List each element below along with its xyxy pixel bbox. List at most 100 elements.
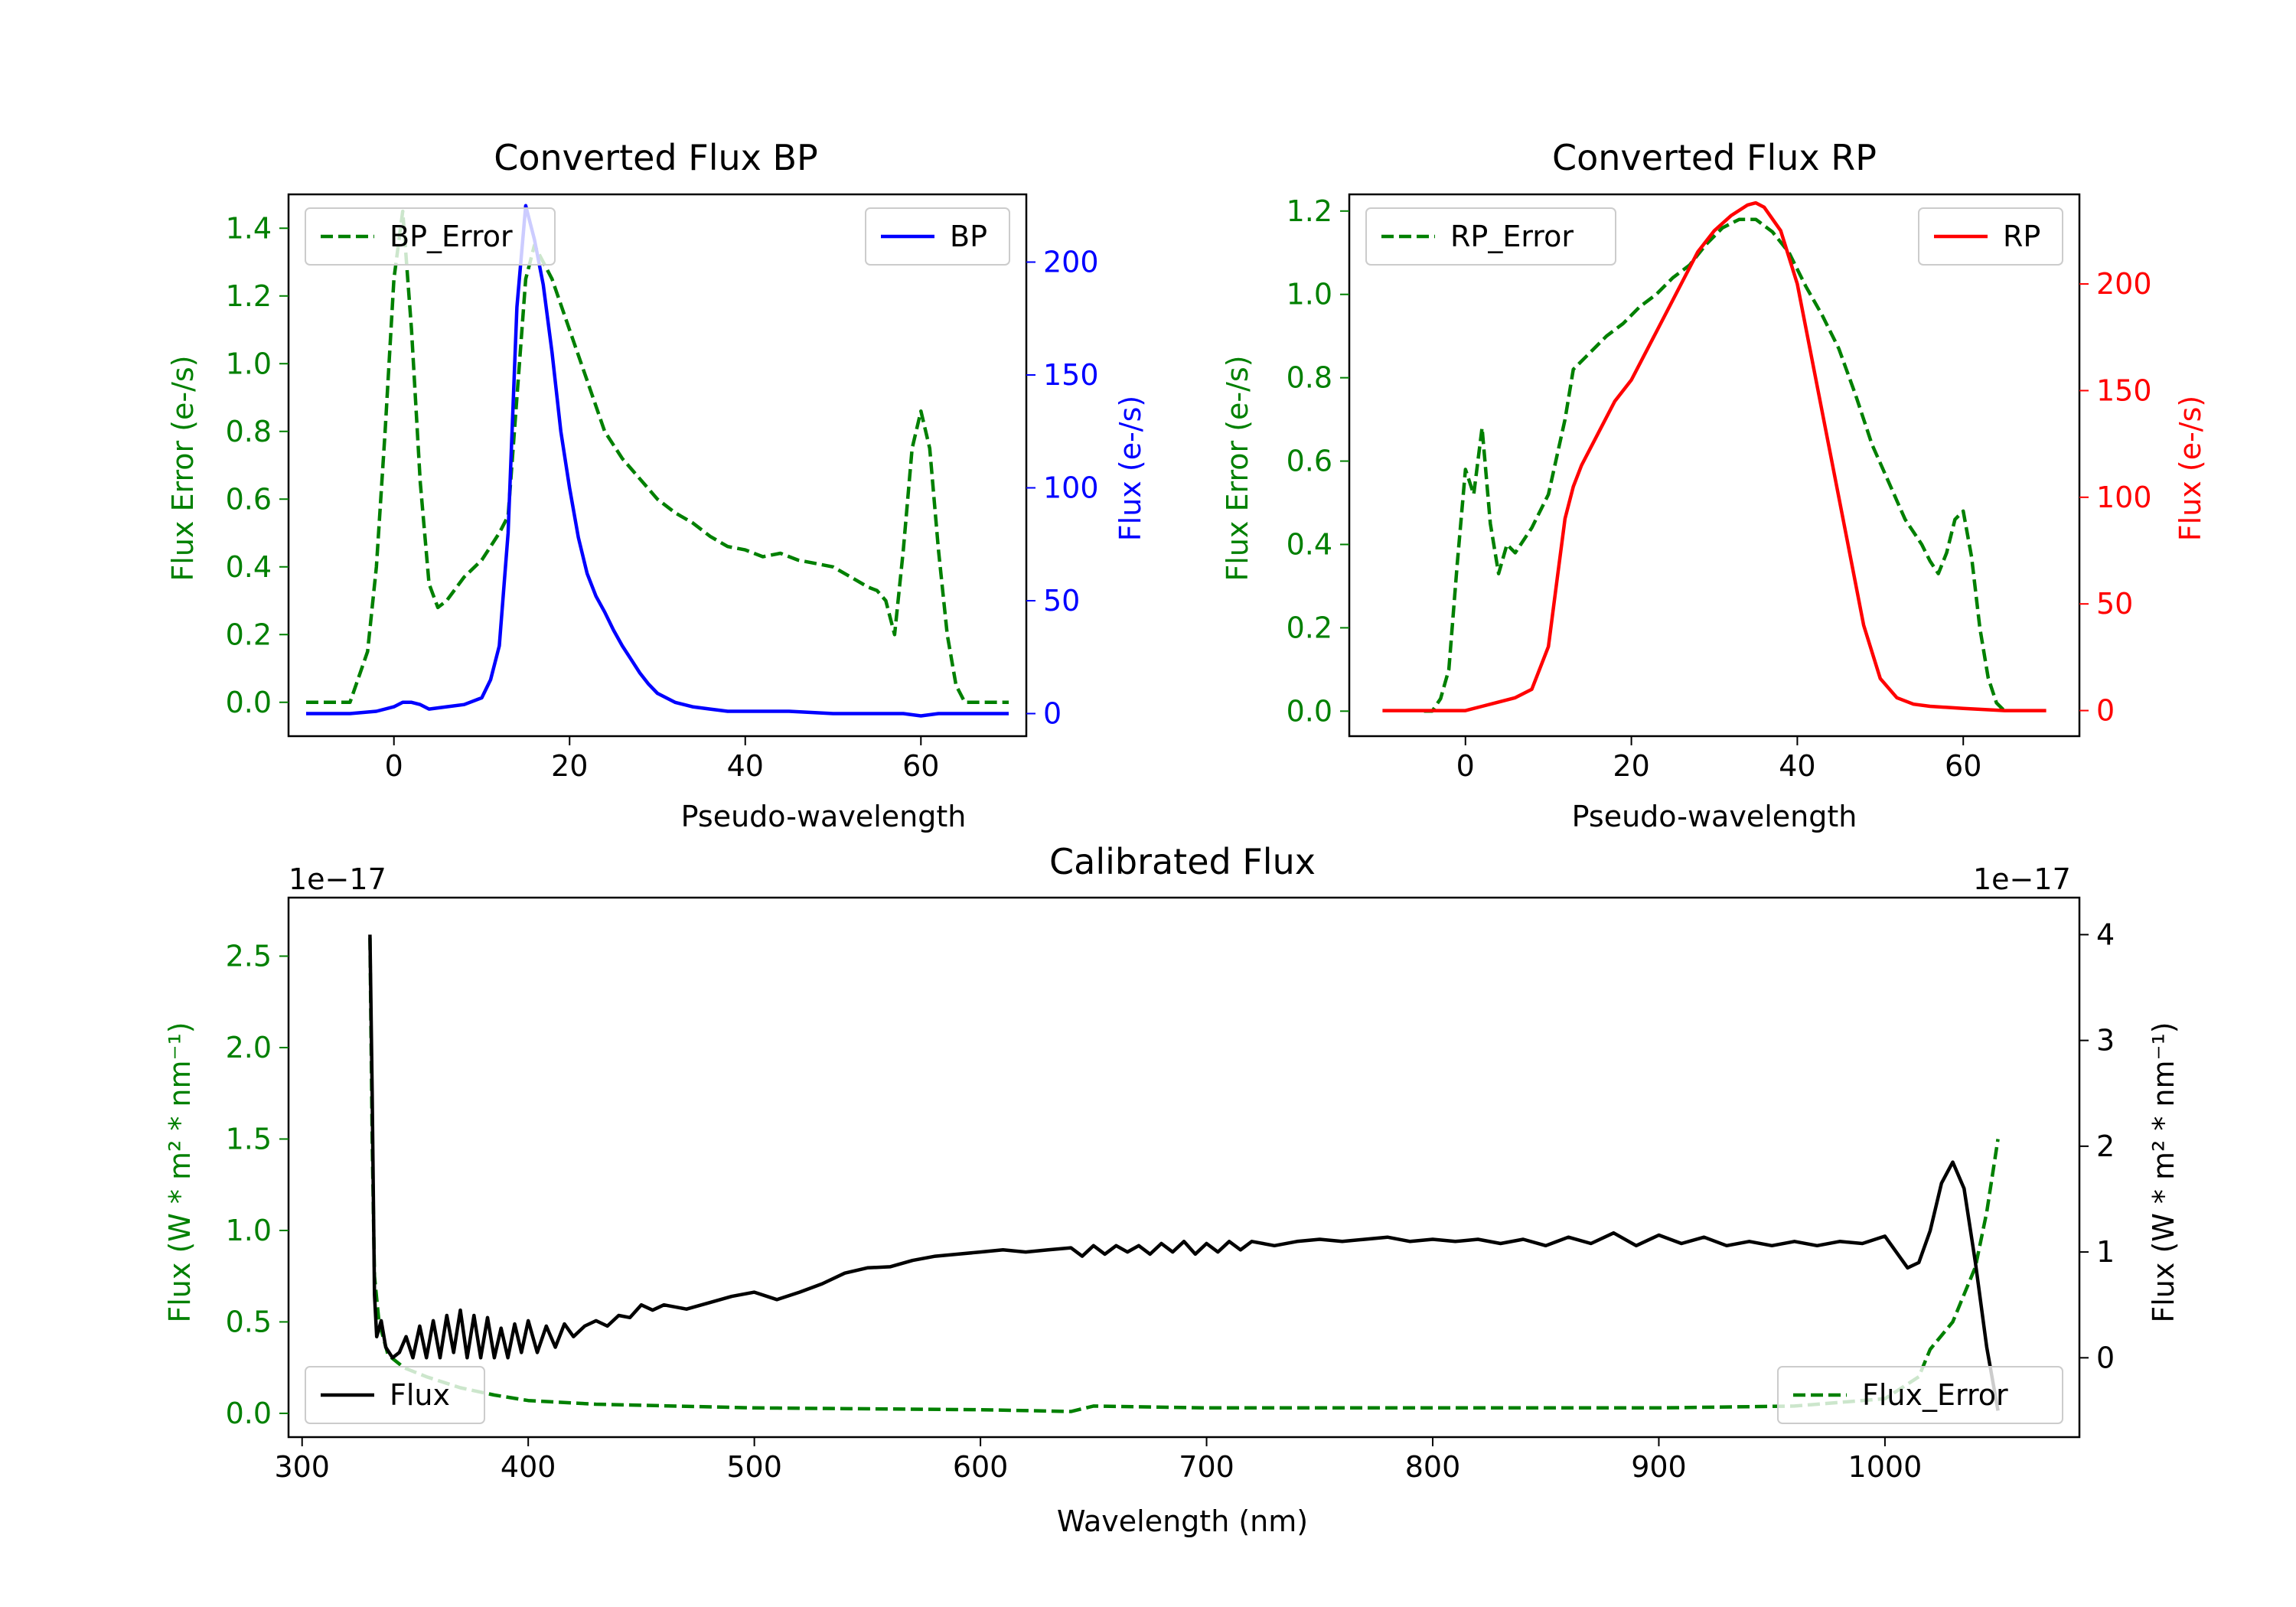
series-line-bp [306, 204, 1009, 718]
cal-ylabel-left: Flux (W * m² * nm⁻¹) [163, 1022, 197, 1322]
rp-x-tick-label: 40 [1779, 749, 1815, 783]
rp-xlabel: Pseudo-wavelength [1572, 800, 1857, 833]
series-line-bp-error [306, 209, 1009, 705]
rp-y-right-tick-label: 200 [2096, 267, 2152, 301]
cal-left-exponent: 1e−17 [289, 862, 386, 896]
cal-x-tick-label: 700 [1179, 1450, 1234, 1484]
cal-y-left-tick-label: 0.5 [226, 1305, 272, 1338]
bp-x-tick-label: 20 [551, 749, 588, 783]
bp-y-left-tick-label: 0.0 [226, 686, 272, 719]
rp-y-right-tick-label: 150 [2096, 373, 2152, 407]
legend-bp: BP [865, 207, 1010, 266]
legend-label: BP [950, 220, 987, 253]
cal-y-right-tick-label: 4 [2096, 918, 2115, 951]
cal-x-tick-label: 300 [274, 1450, 330, 1484]
bp-y-right-tick-label: 50 [1043, 584, 1080, 618]
bp-y-left-tick-label: 0.2 [226, 618, 272, 651]
rp-y-right-tick-label: 50 [2096, 587, 2133, 621]
legend-box [865, 207, 1010, 266]
series-line-flux-error [368, 937, 2000, 1413]
bp-xlabel: Pseudo-wavelength [681, 800, 967, 833]
rp-y-left-tick-label: 0.0 [1287, 694, 1332, 728]
legend-bp-error: BP_Error [305, 207, 556, 266]
bp-axes-frame [287, 193, 1028, 738]
legend-box [1918, 207, 2063, 266]
cal-y-right-tick-label: 2 [2096, 1129, 2115, 1163]
rp-series-group [1382, 200, 2047, 713]
series-line-rp [1382, 200, 2047, 712]
rp-ylabel-right: Flux (e-/s) [2174, 396, 2207, 541]
cal-y-left-tick-label: 0.0 [226, 1397, 272, 1430]
rp-title: Converted Flux RP [1552, 137, 1877, 178]
rp-y-right-tick-label: 100 [2096, 481, 2152, 514]
cal-x-tick-label: 1000 [1848, 1450, 1923, 1484]
legend-box [305, 207, 556, 266]
rp-y-left-tick-label: 0.4 [1287, 527, 1332, 561]
bp-y-left-tick-label: 1.0 [226, 347, 272, 380]
rp-ylabel-left: Flux Error (e-/s) [1221, 355, 1254, 581]
bp-y-left-tick-label: 0.8 [226, 415, 272, 448]
cal-y-right-tick-label: 0 [2096, 1341, 2115, 1374]
legend-box [1777, 1366, 2063, 1424]
legend-label: Flux [390, 1378, 450, 1412]
bp-y-left-tick-label: 0.4 [226, 550, 272, 584]
cal-x-tick-label: 600 [953, 1450, 1009, 1484]
bp-ylabel-right: Flux (e-/s) [1114, 396, 1147, 541]
rp-y-left-tick-label: 1.0 [1287, 278, 1332, 311]
cal-y-right-tick-label: 1 [2096, 1235, 2115, 1269]
rp-x-tick-label: 20 [1613, 749, 1649, 783]
series-line-rp-error [1424, 217, 2006, 713]
cal-title: Calibrated Flux [1049, 841, 1316, 882]
bp-y-right-tick-label: 100 [1043, 471, 1099, 505]
legend-flux-error: Flux_Error [1777, 1366, 2063, 1424]
cal-y-left-tick-label: 1.5 [226, 1122, 272, 1156]
bp-y-left-tick-label: 1.4 [226, 211, 272, 245]
bp-x-tick-label: 60 [902, 749, 939, 783]
rp-y-right-tick-label: 0 [2096, 694, 2115, 728]
rp-axes-frame [1348, 193, 2081, 738]
bp-x-tick-label: 40 [727, 749, 764, 783]
cal-right-exponent: 1e−17 [1973, 862, 2071, 896]
cal-y-right-tick-label: 3 [2096, 1024, 2115, 1058]
cal-panel: Calibrated Flux Wavelength (nm) Flux (W … [163, 841, 2180, 1538]
legend-label: BP_Error [390, 220, 513, 253]
legend-box [305, 1366, 485, 1424]
bp-x-tick-label: 0 [385, 749, 403, 783]
bp-series-group [306, 204, 1009, 718]
bp-y-right-tick-label: 200 [1043, 246, 1099, 279]
rp-panel: Converted Flux RP Pseudo-wavelength Flux… [1221, 137, 2207, 833]
cal-x-tick-label: 400 [501, 1450, 556, 1484]
rp-y-left-tick-label: 0.6 [1287, 445, 1332, 478]
legend-rp-error: RP_Error [1365, 207, 1616, 266]
bp-panel: Converted Flux BP Pseudo-wavelength Flux… [166, 137, 1147, 833]
bp-title: Converted Flux BP [494, 137, 818, 178]
cal-y-left-tick-label: 2.5 [226, 939, 272, 973]
bp-y-left-tick-label: 1.2 [226, 279, 272, 313]
legend-label: RP_Error [1450, 220, 1574, 253]
rp-x-tick-label: 0 [1456, 749, 1475, 783]
bp-y-right-tick-label: 0 [1043, 697, 1062, 731]
rp-y-left-tick-label: 0.2 [1287, 611, 1332, 644]
cal-x-tick-label: 900 [1631, 1450, 1687, 1484]
bp-y-left-tick-label: 0.6 [226, 482, 272, 516]
legend-box [1365, 207, 1616, 266]
rp-y-left-tick-label: 0.8 [1287, 361, 1332, 395]
bp-y-right-tick-label: 150 [1043, 358, 1099, 392]
cal-series-group [368, 934, 2000, 1413]
rp-x-tick-label: 60 [1945, 749, 1981, 783]
legend-label: Flux_Error [1862, 1378, 2008, 1412]
cal-x-tick-label: 800 [1405, 1450, 1461, 1484]
bp-ylabel-left: Flux Error (e-/s) [166, 355, 200, 581]
legend-label: RP [2003, 220, 2040, 253]
series-line-flux [368, 934, 2000, 1411]
legend-rp: RP [1918, 207, 2063, 266]
legend-flux: Flux [305, 1366, 485, 1424]
cal-y-left-tick-label: 2.0 [226, 1031, 272, 1064]
rp-y-left-tick-label: 1.2 [1287, 194, 1332, 228]
cal-y-left-tick-label: 1.0 [226, 1214, 272, 1247]
cal-xlabel: Wavelength (nm) [1057, 1504, 1308, 1538]
cal-ylabel-right: Flux (W * m² * nm⁻¹) [2147, 1022, 2180, 1322]
cal-x-tick-label: 500 [726, 1450, 782, 1484]
cal-axes-frame [287, 896, 2081, 1439]
